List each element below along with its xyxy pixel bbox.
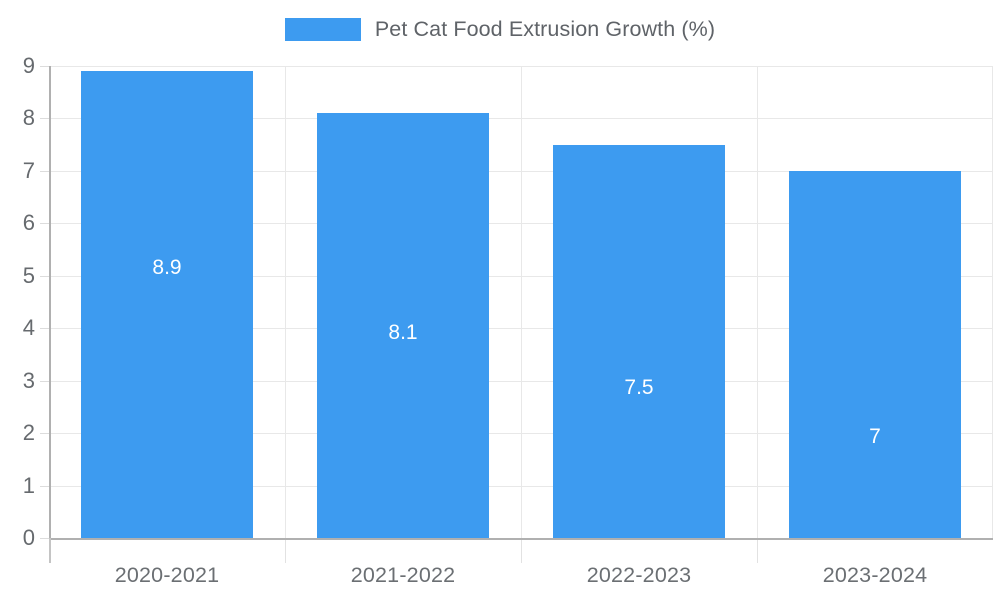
- bar[interactable]: [81, 71, 253, 538]
- y-axis-tick-label: 2: [22, 420, 35, 446]
- y-axis-tick-mark: [40, 66, 49, 67]
- y-axis-tick-mark: [40, 538, 49, 539]
- x-axis-tick-mark: [521, 540, 522, 563]
- x-axis-category-label: 2022-2023: [586, 563, 692, 587]
- y-axis-tick-label: 7: [22, 157, 35, 183]
- y-axis-tick-label: 9: [22, 53, 35, 78]
- bar[interactable]: [789, 170, 961, 538]
- y-axis-tick-mark: [40, 328, 49, 330]
- x-axis-category-label: 2020-2021: [114, 563, 220, 587]
- y-axis-tick-mark: [40, 118, 49, 120]
- bar[interactable]: [553, 144, 725, 538]
- x-axis-tick-mark: [285, 540, 286, 563]
- y-axis-tick-mark: [40, 170, 49, 172]
- legend-label: Pet Cat Food Extrusion Growth (%): [374, 16, 716, 41]
- x-axis-tick-mark: [757, 540, 758, 563]
- y-axis-tick-mark: [40, 380, 49, 382]
- legend-swatch-icon: [284, 17, 361, 41]
- y-axis-tick-label: 0: [22, 525, 35, 550]
- x-axis-category-label: 2023-2024: [822, 563, 928, 587]
- legend-item-pet-cat-food-extrusion-growth[interactable]: Pet Cat Food Extrusion Growth (%): [284, 16, 716, 42]
- y-axis-tick-label: 3: [22, 367, 35, 393]
- y-axis-tick-label: 8: [22, 105, 35, 131]
- chart-legend: Pet Cat Food Extrusion Growth (%): [0, 10, 1000, 48]
- bar-value-label: 7: [869, 425, 881, 448]
- y-axis-tick-label: 6: [22, 210, 35, 236]
- plot-area: 8.9 8.1 7.5 7: [49, 66, 993, 539]
- gridline-vertical: [757, 66, 758, 538]
- plot-right-border: [992, 66, 993, 538]
- bar-value-label: 8.9: [152, 256, 182, 279]
- x-axis-line: [49, 538, 993, 540]
- y-axis-tick-mark: [40, 275, 49, 277]
- y-axis-tick-label: 4: [22, 315, 35, 341]
- bar-value-label: 8.1: [388, 321, 418, 344]
- bar-value-label: 7.5: [624, 376, 654, 399]
- gridline-vertical: [521, 66, 522, 538]
- gridline-vertical: [285, 66, 286, 538]
- y-axis-tick-mark: [40, 433, 49, 435]
- y-axis-tick-mark: [40, 485, 49, 487]
- y-axis-line: [49, 66, 51, 538]
- bar[interactable]: [317, 113, 489, 538]
- y-axis-tick-label: 5: [22, 262, 35, 288]
- y-axis-tick-mark: [40, 223, 49, 225]
- y-axis-tick-label: 1: [22, 472, 35, 498]
- x-axis-category-label: 2021-2022: [350, 563, 456, 587]
- y-axis-stub: [49, 538, 51, 563]
